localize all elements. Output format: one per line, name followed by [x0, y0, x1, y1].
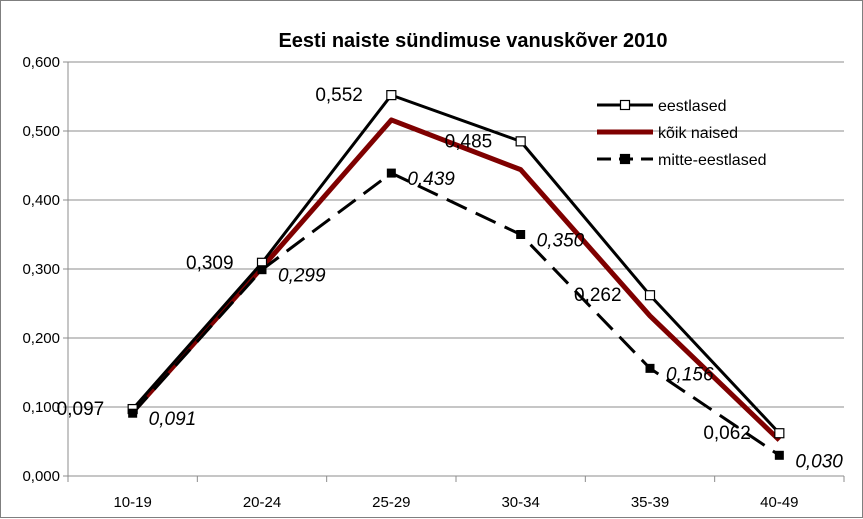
data-label-mitte-eestlased: 0,030: [795, 451, 843, 472]
point-marker: [774, 450, 784, 460]
data-label-mitte-eestlased: 0,350: [537, 231, 585, 252]
y-tick-label: 0,300: [22, 261, 60, 278]
chart-title: Eesti naiste sündimuse vanuskõver 2010: [278, 30, 667, 52]
x-tick-label: 20-24: [243, 494, 281, 511]
point-marker: [516, 230, 526, 239]
y-tick-label: 0,500: [22, 123, 60, 140]
series-line-0: [131, 93, 781, 435]
data-label-eestlased: 0,309: [186, 253, 234, 274]
x-tick-label: 10-19: [113, 494, 151, 511]
axes: 0,000 0,100 0,200 0,300 0,400 0,500 0,600 10-19…: [22, 54, 845, 511]
legend-marker: [619, 99, 631, 111]
y-tick-label: 0,200: [22, 330, 60, 347]
point-marker: [386, 168, 396, 178]
legend-label: mitte-eestlased: [658, 152, 767, 169]
point-marker: [128, 408, 138, 418]
x-tick-label: 30-34: [501, 494, 539, 511]
y-tick-label: 0,000: [22, 468, 60, 485]
x-tick-label: 40-49: [760, 494, 798, 511]
data-label-mitte-eestlased: 0,156: [666, 364, 714, 385]
data-label-eestlased: 0,552: [315, 85, 363, 106]
legend: eestlased kõik naised mitte-eestlased: [597, 98, 767, 169]
data-label-mitte-eestlased: 0,439: [407, 169, 455, 190]
point-marker: [386, 90, 397, 101]
point-marker: [644, 290, 656, 301]
series-layer: [127, 90, 785, 460]
data-labels: 0,097 0,309 0,552 0,485 0,262 0,062 0,091 0,299…: [57, 85, 844, 472]
y-tick-label: 0,400: [22, 192, 60, 209]
point-marker: [515, 136, 526, 147]
data-label-eestlased: 0,062: [703, 423, 751, 444]
data-label-mitte-eestlased: 0,299: [278, 266, 326, 287]
data-label-eestlased: 0,262: [574, 285, 622, 306]
legend-label: kõik naised: [658, 125, 738, 142]
y-tick-label: 0,100: [22, 399, 60, 416]
series-line-2: [131, 171, 781, 457]
point-marker: [774, 428, 785, 439]
data-label-eestlased: 0,485: [445, 131, 493, 152]
point-marker: [645, 363, 655, 373]
point-marker: [257, 265, 267, 275]
data-label-mitte-eestlased: 0,091: [149, 409, 197, 430]
y-tick-label: 0,600: [22, 54, 60, 71]
data-label-eestlased: 0,097: [57, 399, 105, 420]
legend-label: eestlased: [658, 98, 727, 115]
legend-marker: [619, 153, 631, 165]
x-tick-label: 25-29: [372, 494, 410, 511]
x-tick-label: 35-39: [631, 494, 669, 511]
